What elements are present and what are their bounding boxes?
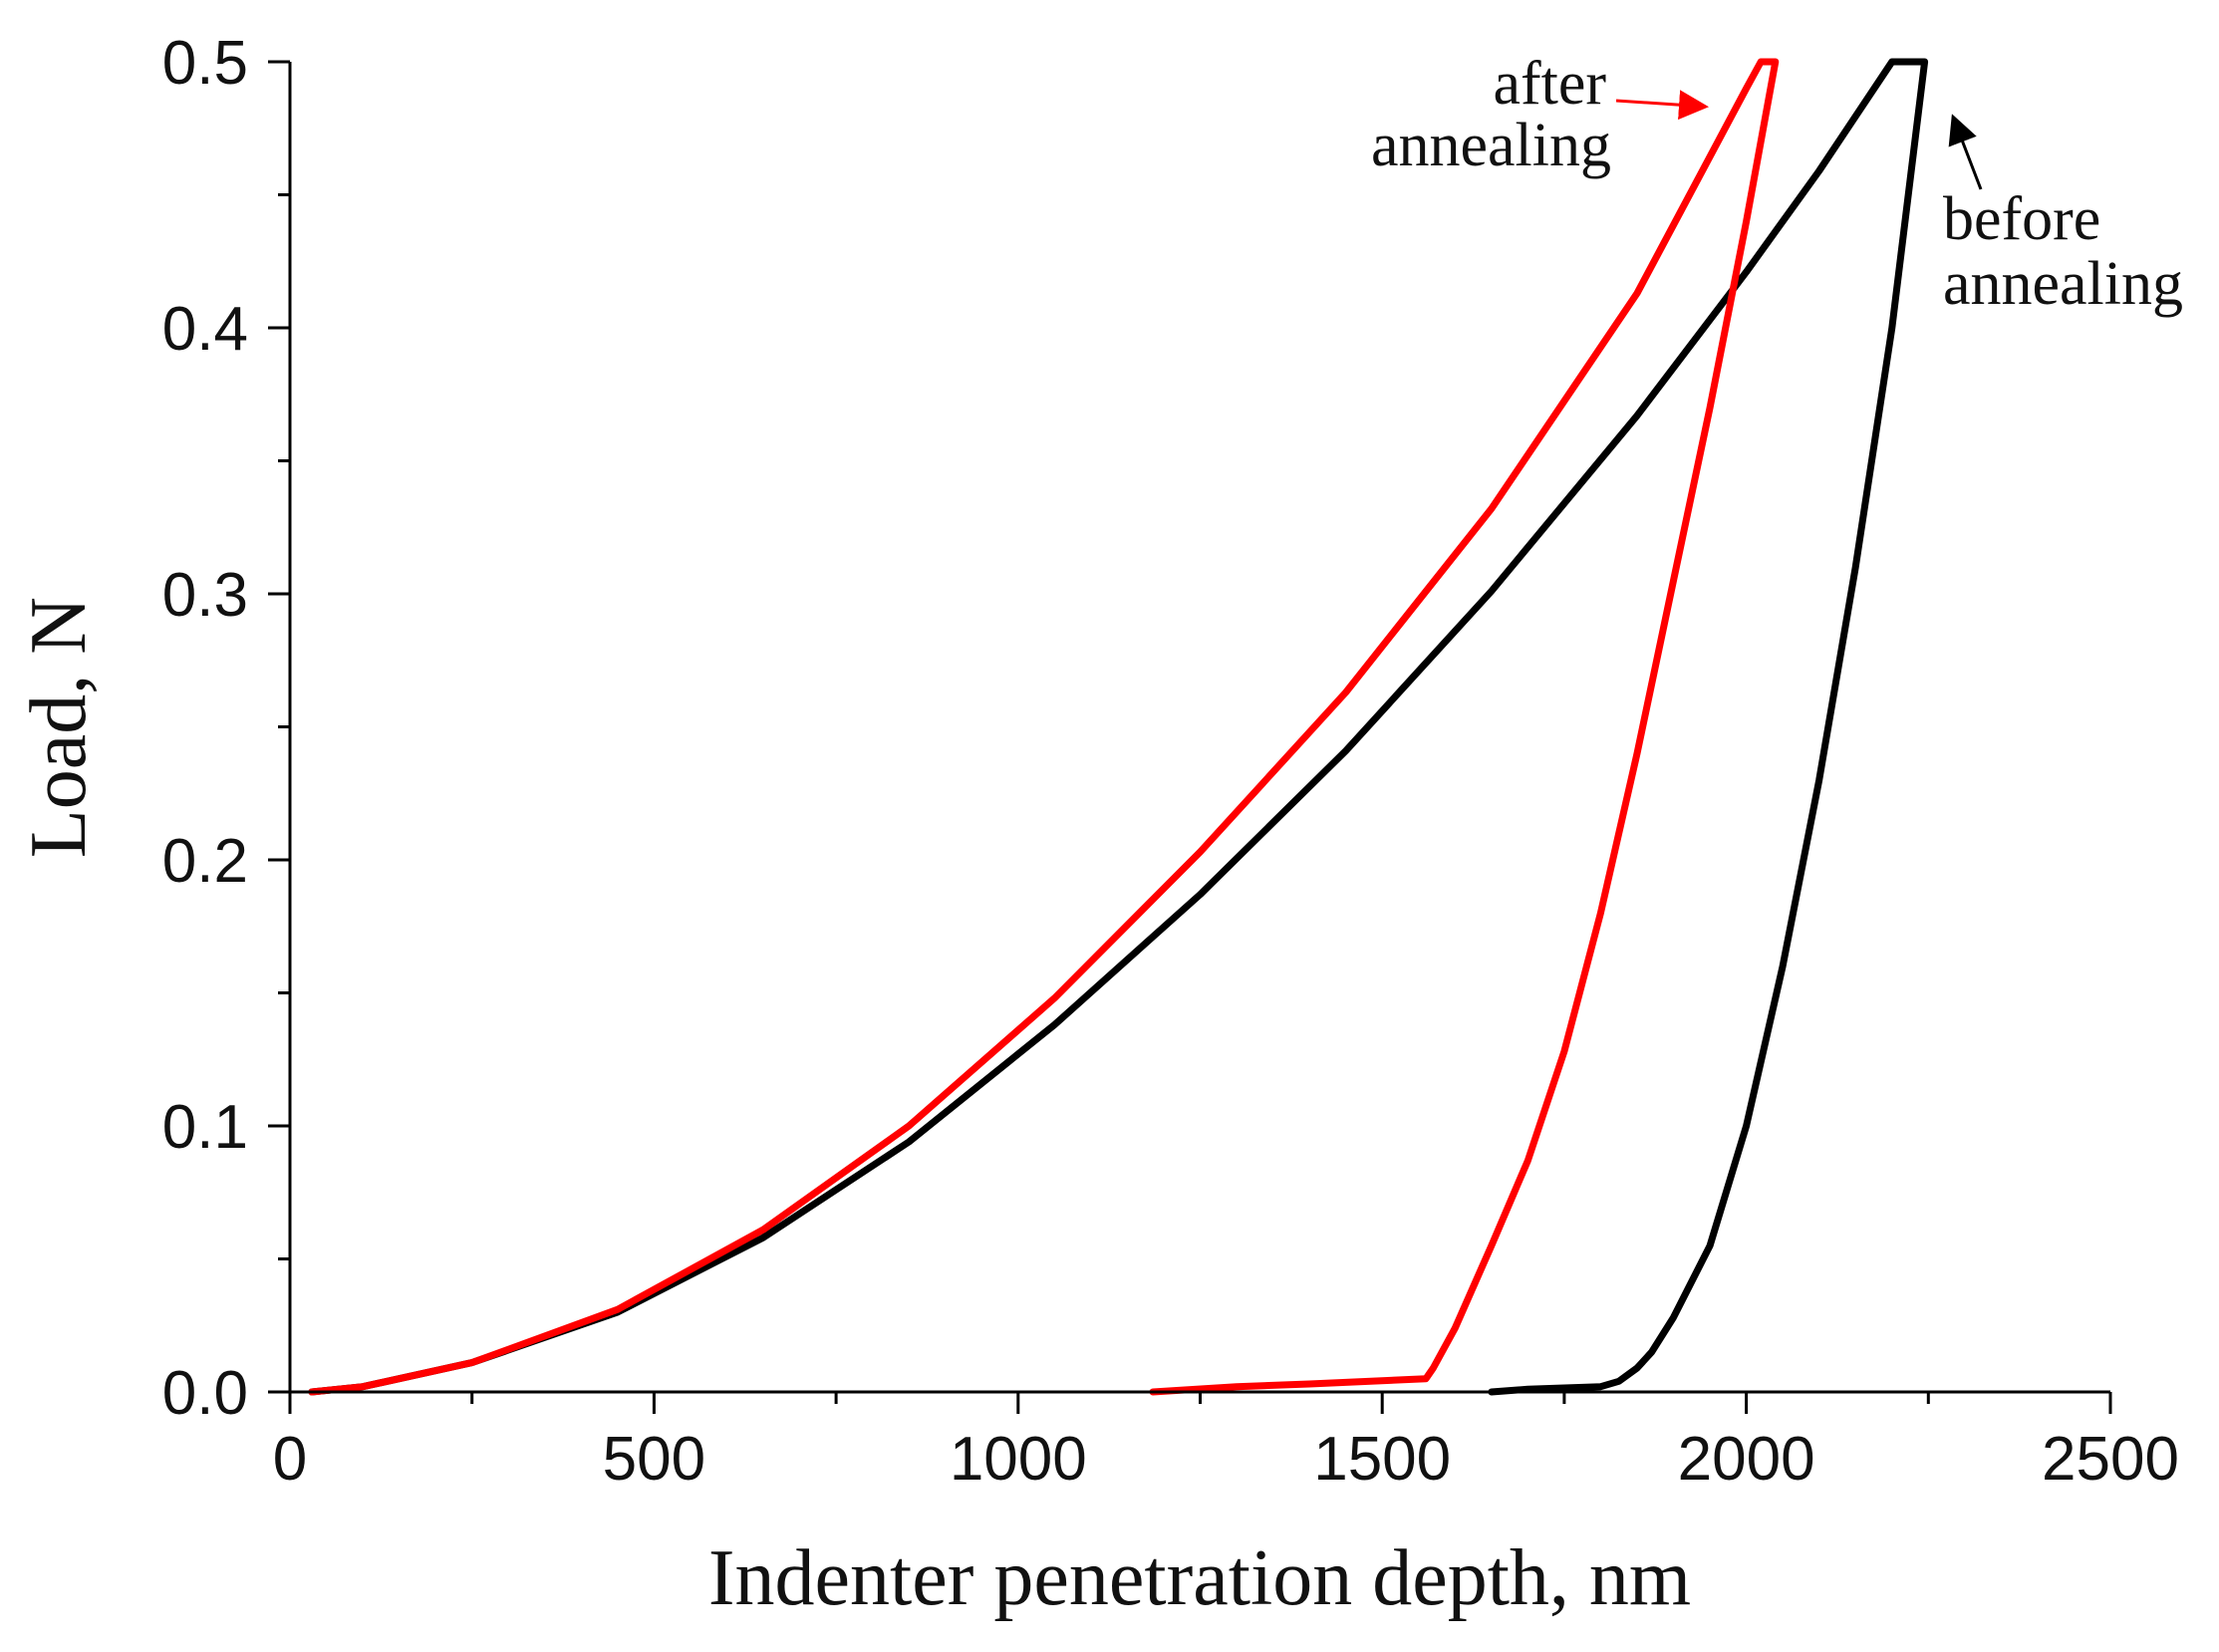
before-annealing-label-line2: annealing xyxy=(1943,250,2183,318)
y-tick-label-0.3: 0.3 xyxy=(162,561,248,630)
after-annealing-arrow-icon xyxy=(1615,90,1709,121)
x-tick-label-2000: 2000 xyxy=(1678,1425,1815,1494)
y-tick-label-0.2: 0.2 xyxy=(162,827,248,896)
x-tick-label-1000: 1000 xyxy=(950,1425,1087,1494)
x-tick-label-1500: 1500 xyxy=(1313,1425,1451,1494)
after-annealing-annotation: after annealing xyxy=(1371,50,1709,179)
x-tick-label-2500: 2500 xyxy=(2042,1425,2179,1494)
tick-layer: 0 500 1000 1500 2000 2500 0.0 0.1 0.2 0.3 0.4 0.5 xyxy=(162,29,2179,1494)
before-annealing-label-line1: before xyxy=(1943,185,2100,253)
y-axis-label: Load, N xyxy=(15,597,103,858)
x-axis-label: Indenter penetration depth, nm xyxy=(708,1534,1691,1622)
before-annealing-annotation: before annealing xyxy=(1943,114,2183,318)
series-layer xyxy=(308,58,1929,1396)
after-annealing-label-line1: after xyxy=(1493,50,1606,118)
y-tick-label-0.5: 0.5 xyxy=(162,29,248,98)
series-line-after-annealing xyxy=(308,58,1780,1396)
x-tick-label-500: 500 xyxy=(603,1425,705,1494)
y-tick-label-0.1: 0.1 xyxy=(162,1093,248,1162)
y-tick-label-0.4: 0.4 xyxy=(162,295,248,364)
after-annealing-label-line2: annealing xyxy=(1371,112,1611,179)
series-line-before-annealing xyxy=(308,58,1929,1396)
y-tick-label-0: 0.0 xyxy=(162,1359,248,1428)
before-annealing-arrow-icon xyxy=(1948,114,1983,190)
x-tick-label-0: 0 xyxy=(273,1425,307,1494)
